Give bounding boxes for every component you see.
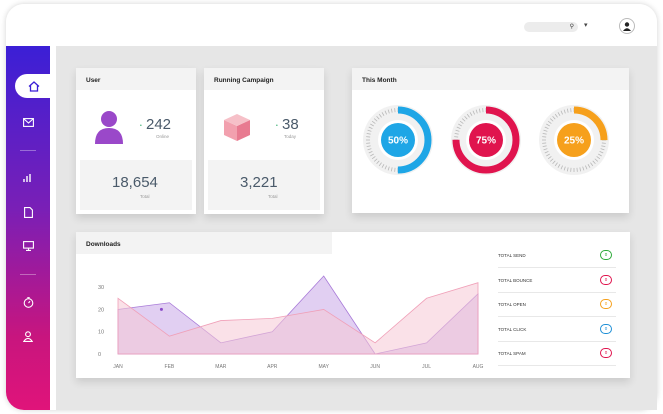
user-icon (95, 111, 123, 144)
sidebar-item-stats[interactable] (18, 168, 38, 188)
ring-arc (540, 106, 608, 174)
home-icon (28, 80, 40, 92)
online-count: 242 (146, 116, 172, 133)
top-bar: ⚲ ▾ (6, 4, 657, 46)
legend-label: TOTAL SPAM (498, 351, 526, 356)
y-tick-label: 20 (98, 307, 104, 313)
total-label: Total (140, 194, 150, 199)
downloads-chart: 0 10 20 30 JAN FEB MAR APR MAY JUN JUL AUG (98, 275, 484, 370)
main-content: User • 242 Online 18,654 Total Running C… (56, 46, 657, 410)
card-title: User (76, 68, 196, 90)
legend-badge: 0 (600, 274, 612, 285)
sidebar-item-monitor[interactable] (18, 236, 38, 256)
legend-label: TOTAL BOUNCE (498, 277, 533, 283)
legend-badge: 0 (600, 348, 612, 358)
sidebar-item-documents[interactable] (18, 202, 38, 222)
total-label: Total (268, 194, 278, 199)
legend-label: TOTAL OPEN (498, 302, 526, 307)
legend-row: TOTAL BOUNCE 0 (498, 269, 616, 293)
progress-ring: 50% (363, 105, 433, 175)
series-area (117, 282, 479, 355)
ring-label: 75% (476, 136, 496, 147)
sidebar-item-timer[interactable] (18, 292, 38, 312)
chevron-down-icon[interactable]: ▾ (584, 22, 588, 29)
total-box: 3,221 Total (208, 160, 320, 210)
today-dot: • (276, 123, 278, 129)
total-value: 3,221 (240, 174, 278, 191)
data-point (159, 307, 163, 311)
x-tick-label: MAR (215, 364, 227, 370)
x-tick-label: JUN (370, 364, 380, 370)
x-tick-label: JAN (113, 364, 123, 370)
box-icon (224, 114, 250, 141)
legend-label: TOTAL SEND (498, 253, 526, 258)
x-tick-label: FEB (165, 364, 175, 370)
legend-label: TOTAL CLICK (498, 326, 527, 332)
user-icon (23, 330, 33, 342)
user-card: User • 242 Online 18,654 Total (76, 68, 196, 214)
card-title: This Month (352, 68, 629, 90)
progress-ring: 75% (451, 105, 521, 175)
x-tick-label: AUG (473, 364, 484, 370)
search-input[interactable]: ⚲ (524, 22, 578, 32)
y-tick-label: 0 (98, 352, 101, 358)
sidebar-item-home[interactable] (15, 74, 53, 98)
legend-badge: 0 (600, 299, 612, 309)
this-month-card: This Month 50% 75% 25% (352, 68, 629, 213)
x-tick-label: JUL (422, 364, 431, 370)
total-box: 18,654 Total (80, 160, 192, 210)
sidebar-item-mail[interactable] (18, 112, 38, 132)
x-tick-label: APR (267, 364, 278, 370)
legend-badge: 0 (600, 323, 612, 334)
progress-rings: 50% 75% 25% (363, 105, 609, 175)
online-dot: • (140, 123, 142, 129)
ring-label: 50% (388, 136, 408, 147)
sidebar-divider (20, 150, 36, 151)
search-icon: ⚲ (569, 24, 574, 30)
legend-row: TOTAL SEND 0 (498, 244, 616, 268)
campaign-card: Running Campaign • 38 Today 3,221 Total (204, 68, 324, 214)
legend-row: TOTAL CLICK 0 (498, 318, 616, 342)
legend-row: TOTAL OPEN 0 (498, 293, 616, 317)
mail-icon (22, 117, 34, 127)
today-count: 38 (282, 116, 299, 133)
y-tick-label: 30 (98, 285, 104, 291)
document-icon (23, 206, 33, 218)
downloads-card: Downloads 0 10 20 30 JAN FEB MAR APR MAY JUN JUL AU… (76, 232, 630, 378)
online-label: Online (156, 134, 170, 139)
bar-chart-icon (23, 174, 31, 182)
card-title: Running Campaign (204, 68, 324, 90)
stopwatch-icon (23, 296, 33, 308)
card-title: Downloads (76, 232, 332, 254)
total-value: 18,654 (112, 174, 158, 191)
monitor-icon (22, 241, 34, 251)
ring-label: 25% (564, 136, 584, 147)
progress-ring: 25% (539, 105, 609, 175)
legend-badge: 0 (600, 250, 612, 260)
x-tick-label: MAY (318, 364, 329, 370)
ring-arc (364, 106, 432, 174)
sidebar-divider (20, 274, 36, 275)
ring-arc (452, 106, 520, 174)
today-label: Today (284, 134, 297, 139)
y-tick-label: 10 (98, 330, 104, 336)
sidebar (6, 46, 53, 410)
avatar[interactable] (619, 18, 635, 34)
legend-row: TOTAL SPAM 0 (498, 342, 616, 366)
sidebar-item-profile[interactable] (18, 326, 38, 346)
